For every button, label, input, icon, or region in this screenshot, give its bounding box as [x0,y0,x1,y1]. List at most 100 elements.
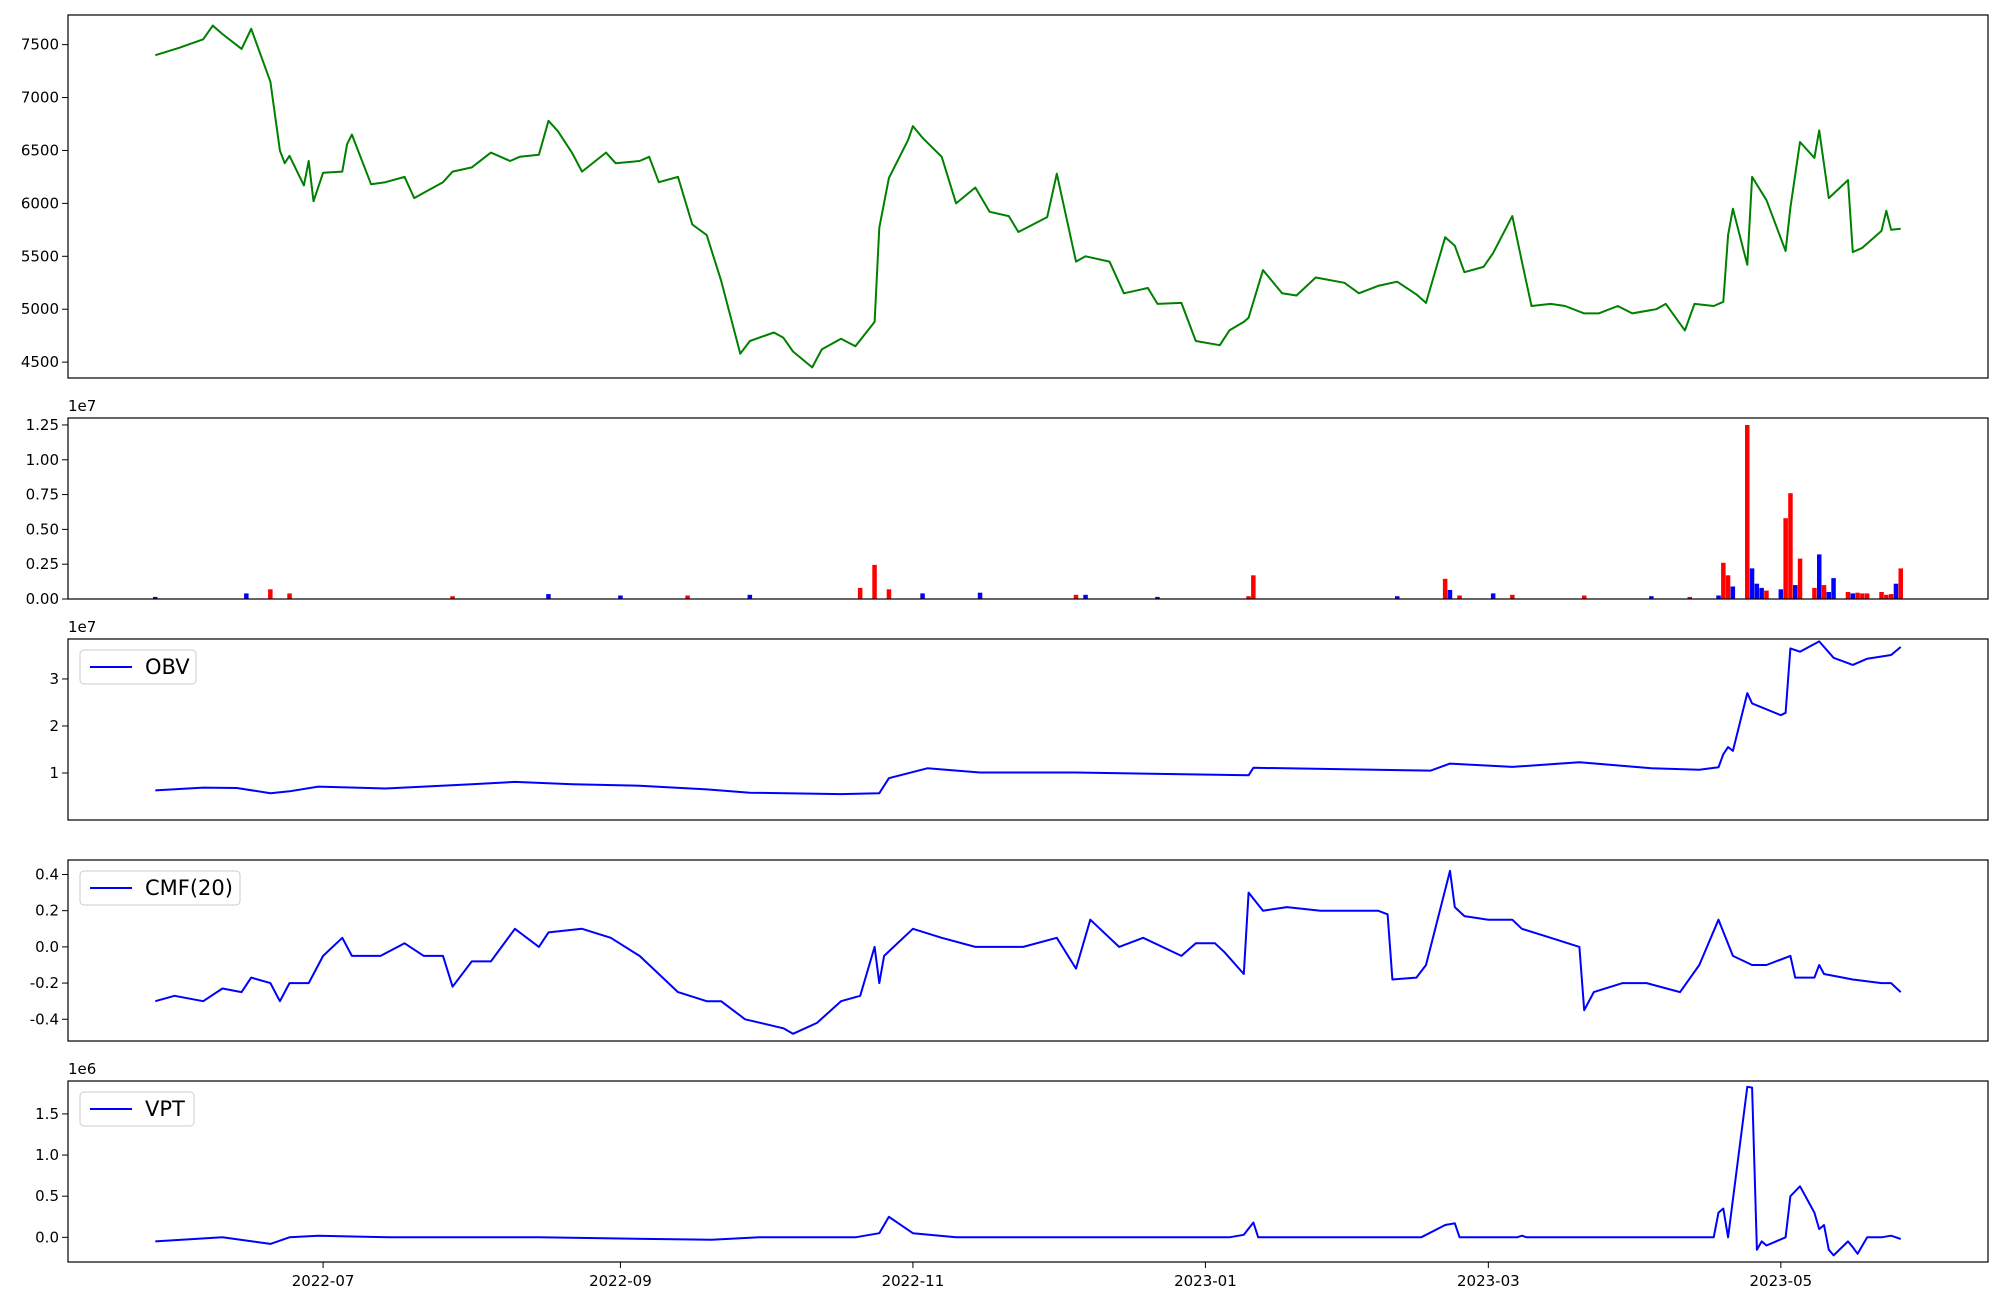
volume-bar [546,594,551,599]
panel-close: 4500 5000 5500 6000 6500 7000 7500 [21,14,1989,379]
volume-bar [1759,587,1764,599]
y-tick-label: 0.25 [26,555,59,573]
volume-bar [1649,596,1654,599]
y-tick-label: 1 [49,764,59,782]
volume-bar [1864,593,1870,599]
volume-bar [1831,578,1836,599]
panel-vpt: 0.0 0.5 1.0 1.5 1e6 VPT 2022-07 2022-09 2022-11 2… [35,1060,1989,1290]
volume-bar [1788,493,1793,599]
axes-frame [67,859,1989,1042]
volume-bar [1812,587,1817,599]
axes-frame [67,1080,1989,1263]
volume-bar [153,596,158,599]
volume-bar [1754,583,1760,599]
legend-label: CMF(20) [145,876,233,900]
y-tick-label: 5000 [21,300,59,318]
volume-bar [1447,590,1453,599]
volume-bar [1845,592,1851,599]
volume-bar [1898,568,1903,599]
panel-cmf-20: -0.4 -0.2 0.0 0.2 0.4 CMF(20) [30,859,1989,1042]
volume-bar [1749,568,1755,599]
y-tick-label: 1.5 [35,1105,59,1123]
series-line-obv [155,640,1902,796]
series-line-close [155,24,1901,369]
volume-bar [1893,583,1899,599]
volume-bar [1442,578,1448,599]
volume-bar [244,593,249,599]
volume-bar [1155,596,1160,599]
legend-label: OBV [145,655,190,679]
volume-bar [1797,558,1803,599]
volume-bar [1745,425,1750,599]
volume-bar [268,589,273,599]
legend-box [79,1091,195,1127]
axis-exponent-label: 1e6 [68,1060,96,1078]
y-tick-label: 0.0 [35,1228,59,1246]
volume-bar [1457,595,1462,599]
volume-bar [450,596,455,599]
y-tick-label: 7000 [21,89,59,107]
y-tick-label: 0.0 [35,938,59,956]
axis-exponent-label: 1e7 [68,618,96,636]
volume-bar [287,593,292,599]
y-tick-label: 0.00 [26,590,59,608]
volume-bar [1687,596,1692,599]
y-tick-label: 3 [49,670,59,688]
volume-bar [1888,594,1894,599]
volume-bar [1510,594,1515,599]
volume-bar [1246,596,1251,599]
axes-frame [67,638,1989,821]
axis-exponent-label: 1e7 [68,397,96,415]
y-tick-label: 0.5 [35,1187,59,1205]
y-tick-label: -0.2 [30,974,59,992]
volume-bar [1582,595,1587,599]
volume-bar [920,593,925,599]
panel-volume: 0.00 0.25 0.50 0.75 1.00 1.25 1e7 [26,397,1989,608]
y-tick-label: 1.00 [26,451,59,469]
volume-bar [685,595,690,599]
volume-bar [1721,562,1726,599]
legend: OBV [79,649,197,685]
y-tick-label: 6000 [21,194,59,212]
volume-bar [1855,592,1860,599]
volume-bar [1764,590,1769,599]
x-tick-label: 2023-03 [1457,1272,1520,1290]
volume-bar [857,587,863,599]
x-tick-label: 2023-01 [1174,1272,1237,1290]
panel-obv: 1 2 3 1e7 OBV [49,618,1989,821]
y-tick-label: 0.4 [35,865,59,883]
volume-bar [1783,518,1788,599]
y-tick-label: -0.4 [30,1010,59,1028]
y-tick-label: 1.0 [35,1146,59,1164]
volume-bar [1490,593,1496,599]
series-line-vpt [155,1085,1902,1257]
legend: VPT [79,1091,195,1127]
legend-box [79,649,197,685]
volume-bar [1073,594,1079,599]
y-tick-label: 4500 [21,353,59,371]
volume-bar [1083,594,1088,599]
volume-bar [1725,575,1731,599]
volume-bar [1850,593,1855,599]
x-tick-label: 2022-09 [589,1272,652,1290]
volume-bar [977,592,983,599]
y-tick-label: 0.75 [26,486,59,504]
axes-frame [67,417,1989,600]
legend-label: VPT [145,1097,185,1121]
axes-frame [67,14,1989,379]
y-tick-label: 2 [49,717,59,735]
volume-bar [618,595,623,599]
volume-bar [886,589,892,599]
y-tick-label: 7500 [21,36,59,54]
volume-bar [1884,594,1889,599]
y-tick-label: 0.2 [35,902,59,920]
x-tick-label: 2023-05 [1750,1272,1813,1290]
legend: CMF(20) [79,870,241,906]
volume-bar [1817,554,1822,599]
legend-box [79,870,241,906]
volume-bar [1251,575,1256,599]
volume-bar [1730,586,1736,599]
volume-bar [1793,585,1798,599]
volume-bar [1879,592,1884,599]
